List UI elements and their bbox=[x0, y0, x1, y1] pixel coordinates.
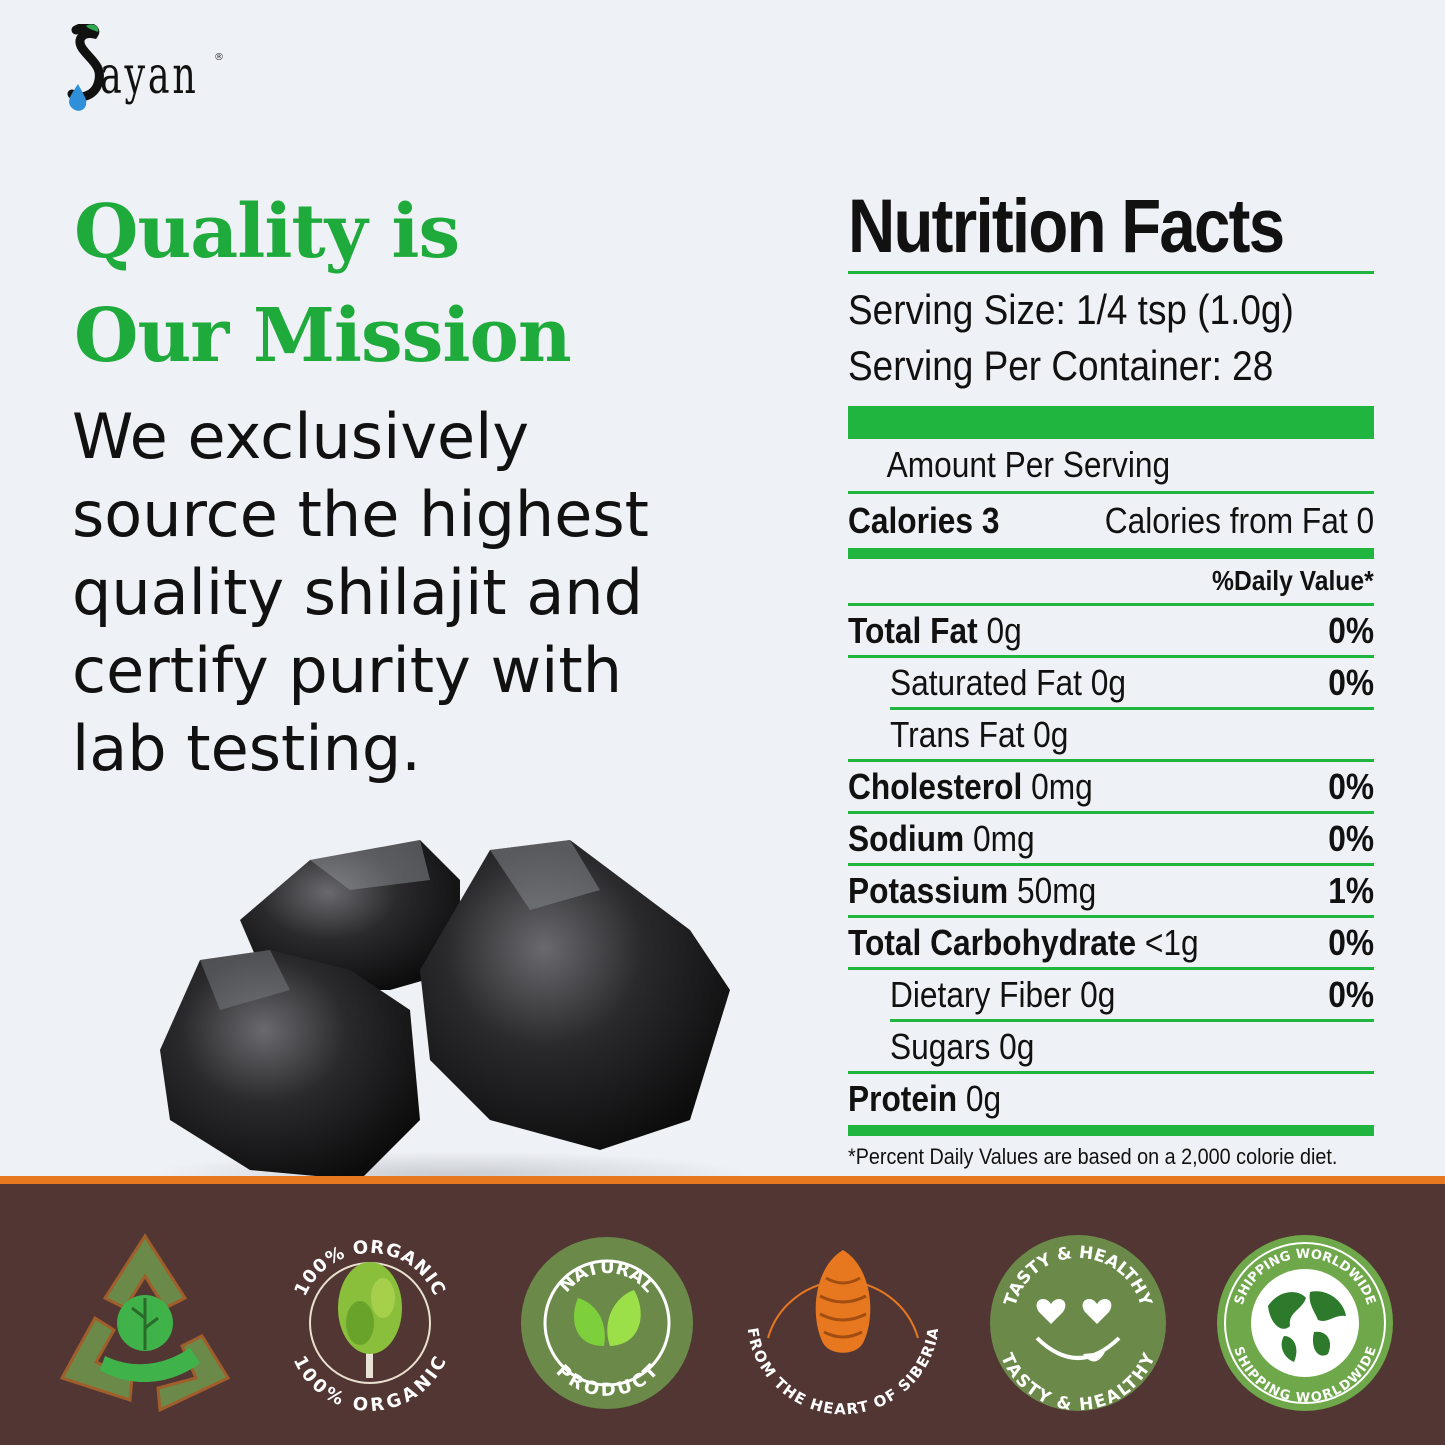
logo-s-drop-icon bbox=[67, 24, 104, 111]
shilajit-rocks-image bbox=[150, 840, 750, 1199]
serving-size: Serving Size: 1/4 tsp (1.0g) bbox=[848, 286, 1294, 333]
nutrient-row: Sodium 0mg 0% bbox=[848, 814, 1374, 863]
nutrient-amount: 50mg bbox=[1008, 869, 1097, 911]
nutrient-name: Sugars 0g bbox=[890, 1025, 1035, 1067]
divider bbox=[848, 759, 1374, 762]
headline: Quality is Our Mission bbox=[74, 189, 572, 379]
nutrient-row: Total Fat 0g 0% bbox=[848, 606, 1374, 655]
nutrient-name: Dietary Fiber 0g bbox=[890, 973, 1116, 1015]
footnote: *Percent Daily Values are based on a 2,0… bbox=[848, 1144, 1338, 1169]
nutrient-row: Protein 0g bbox=[848, 1074, 1374, 1123]
natural-product-leaf-icon: NATURAL PRODUCT bbox=[521, 1237, 693, 1409]
nutrient-dv: 0% bbox=[1328, 765, 1374, 807]
amount-per-serving: Amount Per Serving bbox=[848, 439, 1374, 491]
divider-medium bbox=[848, 1125, 1374, 1136]
nutrient-dv: 1% bbox=[1328, 869, 1374, 911]
pine-cone-icon: FROM THE HEART OF SIBERIA bbox=[748, 1250, 938, 1418]
nutrition-facts-panel: Nutrition Facts Serving Size: 1/4 tsp (1… bbox=[848, 185, 1374, 1170]
amount-per-serving-label: Amount Per Serving bbox=[886, 444, 1171, 485]
nutrient-name: Cholesterol bbox=[848, 765, 1023, 807]
servings-per-container: Serving Per Container: 28 bbox=[848, 342, 1274, 389]
nutrient-dv: 0% bbox=[1328, 817, 1374, 859]
nutrient-name: Protein bbox=[848, 1077, 958, 1119]
nutrient-amount: <1g bbox=[1136, 921, 1199, 963]
nutrient-dv: 0% bbox=[1328, 609, 1374, 651]
nutrient-name: Potassium bbox=[848, 869, 1009, 911]
nutrient-amount: 0g bbox=[977, 609, 1022, 651]
divider bbox=[890, 707, 1374, 710]
nutrient-row: Trans Fat 0g bbox=[848, 710, 1374, 759]
nutrient-name: Total Fat bbox=[848, 609, 978, 651]
nutrition-title: Nutrition Facts bbox=[848, 184, 1285, 269]
calories-row: Calories 3 Calories from Fat 0 bbox=[848, 494, 1374, 548]
nutrient-row: Dietary Fiber 0g 0% bbox=[848, 970, 1374, 1019]
nutrient-name: Total Carbohydrate bbox=[848, 921, 1137, 963]
globe-icon: SHIPPING WORLDWIDE SHIPPING WORLDWIDE bbox=[1217, 1235, 1393, 1411]
nutrient-amount: 0mg bbox=[1022, 765, 1093, 807]
divider-medium bbox=[848, 548, 1374, 559]
divider bbox=[848, 603, 1374, 606]
nutrient-name: Sodium bbox=[848, 817, 965, 859]
divider bbox=[848, 811, 1374, 814]
brand-logo: ayan ® bbox=[64, 24, 234, 114]
nutrient-dv: 0% bbox=[1328, 661, 1374, 703]
daily-value-header-row: %Daily Value* bbox=[848, 559, 1374, 603]
nutrient-row: Potassium 50mg 1% bbox=[848, 866, 1374, 915]
nutrient-row: Saturated Fat 0g 0% bbox=[848, 658, 1374, 707]
nutrient-row: Cholesterol 0mg 0% bbox=[848, 762, 1374, 811]
nutrient-row: Sugars 0g bbox=[848, 1022, 1374, 1071]
divider-thick bbox=[848, 406, 1374, 439]
nutrient-amount: 0g bbox=[957, 1077, 1002, 1119]
daily-value-header: %Daily Value* bbox=[1212, 565, 1374, 596]
divider bbox=[848, 915, 1374, 918]
registered-mark: ® bbox=[214, 52, 224, 63]
calories-from-fat: Calories from Fat 0 bbox=[1104, 500, 1374, 541]
divider bbox=[848, 271, 1374, 274]
nutrient-name: Trans Fat 0g bbox=[890, 713, 1069, 755]
nutrient-name: Saturated Fat 0g bbox=[890, 661, 1126, 703]
nutrient-row: Total Carbohydrate <1g 0% bbox=[848, 918, 1374, 967]
divider bbox=[848, 655, 1374, 658]
recycle-leaf-icon bbox=[59, 1233, 231, 1413]
nutrient-dv: 0% bbox=[1328, 973, 1374, 1015]
divider bbox=[848, 491, 1374, 494]
badge-band: 100% ORGANIC 100% ORGANIC NATURAL PRODUC… bbox=[0, 1176, 1445, 1445]
brand-name: ayan bbox=[100, 46, 199, 106]
divider bbox=[848, 1071, 1374, 1074]
nutrient-amount: 0mg bbox=[964, 817, 1035, 859]
smiley-face-icon: TASTY & HEALTHY TASTY & HEALTHY bbox=[990, 1235, 1166, 1415]
calories-label: Calories 3 bbox=[848, 500, 1000, 541]
organic-tree-icon: 100% ORGANIC 100% ORGANIC bbox=[289, 1237, 450, 1417]
divider bbox=[890, 1019, 1374, 1022]
divider bbox=[848, 863, 1374, 866]
nutrient-dv: 0% bbox=[1328, 921, 1374, 963]
description: We exclusively source the highest qualit… bbox=[72, 400, 649, 785]
divider bbox=[848, 967, 1374, 970]
